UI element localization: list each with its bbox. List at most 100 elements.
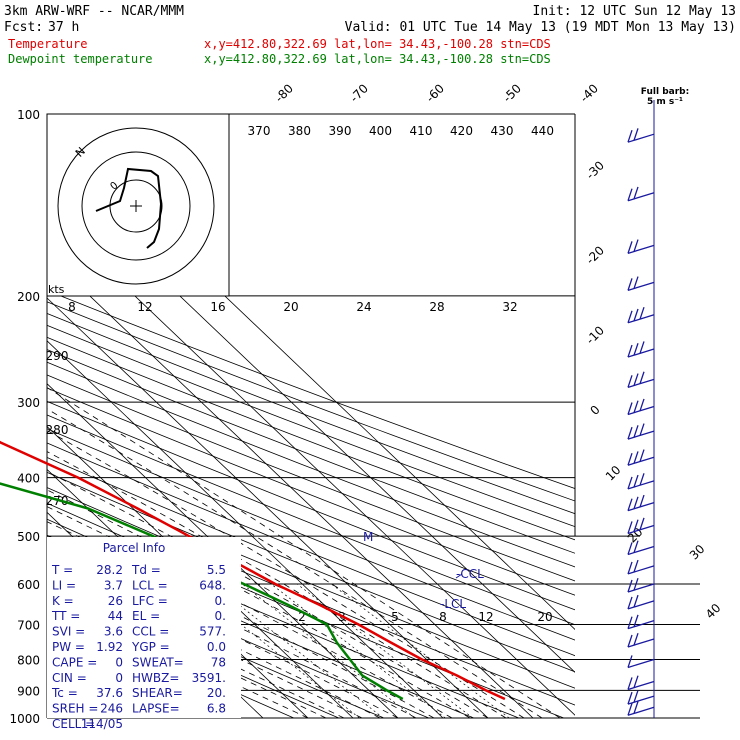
dry-adiabat-line (47, 301, 575, 502)
dry-adiabat-line (47, 387, 575, 596)
parcel-info-cell: Td = (131, 563, 161, 577)
wind-barb (627, 701, 655, 716)
parcel-info-cell: 0 (115, 655, 123, 669)
parcel-info-cell: 648. (199, 578, 226, 592)
parcel-info-cell: 0.0 (207, 640, 226, 654)
parcel-info-cell: 3.7 (104, 578, 123, 592)
hodograph-unit: kts (48, 283, 65, 296)
theta-label: 440 (531, 124, 554, 138)
hodograph-ring-label-inner: 0 (108, 180, 120, 193)
theta-label: 390 (329, 124, 352, 138)
annotation-ccl: -CCL (456, 567, 484, 581)
parcel-info-cell: 1.92 (96, 640, 123, 654)
theta-label: 410 (410, 124, 433, 138)
parcel-info-cell: SREH = (52, 702, 98, 716)
wind-barb (627, 614, 655, 630)
dry-adiabat-line (47, 471, 575, 689)
isotherm-labels: -80 -70 -60 -50 -40 -30 -20 -10 0 10 20 30 40 (272, 81, 723, 621)
parcel-info-cell: 0 (115, 671, 123, 685)
wind-barb (627, 423, 655, 440)
parcel-info-cell: CCL = (132, 625, 169, 639)
parcel-info-cell: HWBZ= (132, 671, 179, 685)
annotation-lcl: -LCL (440, 597, 466, 611)
init-time: Init: 12 UTC Sun 12 May 13 (533, 4, 737, 19)
parcel-info-cell: YGP = (131, 640, 170, 654)
dry-adiabat-line (47, 336, 575, 541)
parcel-info-cell: 26 (108, 594, 123, 608)
hodograph-frame (46, 113, 230, 297)
pressure-labels: 100 200 300 400 500 600 700 800 900 1000 (9, 108, 40, 726)
parcel-info-cell: LAPSE= (132, 702, 180, 716)
parcel-info-cell: 0. (215, 609, 226, 623)
wind-barbs (627, 100, 655, 718)
parcel-info-cell: 3591. (192, 671, 226, 685)
isotherm-label: -70 (347, 81, 371, 105)
dry-adiabat-line (47, 569, 384, 718)
pressure-label-1000: 1000 (9, 712, 40, 726)
wind-barb (627, 341, 655, 358)
mixing-ratio-label-upper: 12 (137, 300, 152, 314)
isotherm-line (47, 254, 534, 718)
mixing-ratio-label-lower: 8 (439, 610, 447, 624)
parcel-info-cell: 5.5 (207, 563, 226, 577)
parcel-info-cell: 37.6 (96, 686, 123, 700)
mixing-ratio-label-upper: 8 (68, 300, 76, 314)
wind-barb (627, 655, 655, 669)
ccl-tick (455, 573, 463, 579)
annotation-m: M (363, 530, 373, 544)
dry-adiabat-line (47, 442, 575, 657)
isotherm-label: 40 (703, 601, 724, 622)
wind-barb (627, 633, 655, 648)
isotherm-label: -80 (272, 81, 296, 105)
parcel-info-cell: CAPE = (52, 655, 97, 669)
parcel-info-cell: 20. (207, 686, 226, 700)
isotherm-line (47, 426, 354, 718)
parcel-info-title: Parcel Info (103, 541, 166, 555)
forecast-hours: 37 h (48, 20, 79, 35)
moist-adiabat-line (47, 408, 543, 718)
mixing-ratio-line (242, 583, 415, 718)
isotherm-label: -50 (500, 81, 524, 105)
wind-barb (627, 449, 655, 466)
isotherm-label: -30 (583, 158, 607, 182)
wind-barb (627, 517, 655, 535)
hodograph-trace (95, 167, 163, 249)
parcel-info-cell: SVI = (52, 625, 85, 639)
model-title: 3km ARW-WRF -- NCAR/MMM (4, 4, 184, 19)
moist-adiabat-line (47, 451, 507, 718)
pressure-label-800: 800 (17, 653, 40, 667)
isotherm-line (47, 297, 489, 718)
wind-barb (627, 306, 655, 324)
wind-barb (627, 473, 655, 490)
mixing-ratio-label-upper: 32 (502, 300, 517, 314)
parcel-info-cell: TT = (51, 609, 80, 623)
valid-time: Valid: 01 UTC Tue 14 May 13 (19 MDT Mon … (345, 20, 736, 35)
hodograph-ring-mid (81, 151, 191, 261)
isotherm-label: -40 (577, 81, 601, 105)
mixing-ratio-label-lower: 5 (391, 610, 399, 624)
pressure-label-100: 100 (17, 108, 40, 122)
mixing-ratio-label-upper: 24 (356, 300, 371, 314)
pressure-label-700: 700 (17, 618, 40, 632)
parcel-info-cell: 114/05 (81, 717, 123, 731)
pressure-label-600: 600 (17, 578, 40, 592)
wind-barb (627, 494, 655, 512)
pressure-label-300: 300 (17, 396, 40, 410)
mixing-ratio-label-lower: 20 (537, 610, 552, 624)
dry-adiabat-line (47, 313, 575, 515)
parcel-info-cell: LFC = (132, 594, 168, 608)
mixing-ratio-label-lower: 12 (478, 610, 493, 624)
mixing-ratio-line (331, 583, 510, 718)
parcel-info-cell: K = (52, 594, 74, 608)
moist-adiabat-line (47, 546, 399, 718)
forecast-label: Fcst: (4, 20, 43, 35)
parcel-info-cell: 3.6 (104, 625, 123, 639)
pressure-label-400: 400 (17, 472, 40, 486)
isotherm-label: -10 (583, 323, 607, 347)
wind-barb (627, 690, 655, 705)
theta-label: 370 (248, 124, 271, 138)
wind-barb (627, 675, 655, 691)
hodograph-ring-outer (57, 127, 215, 285)
